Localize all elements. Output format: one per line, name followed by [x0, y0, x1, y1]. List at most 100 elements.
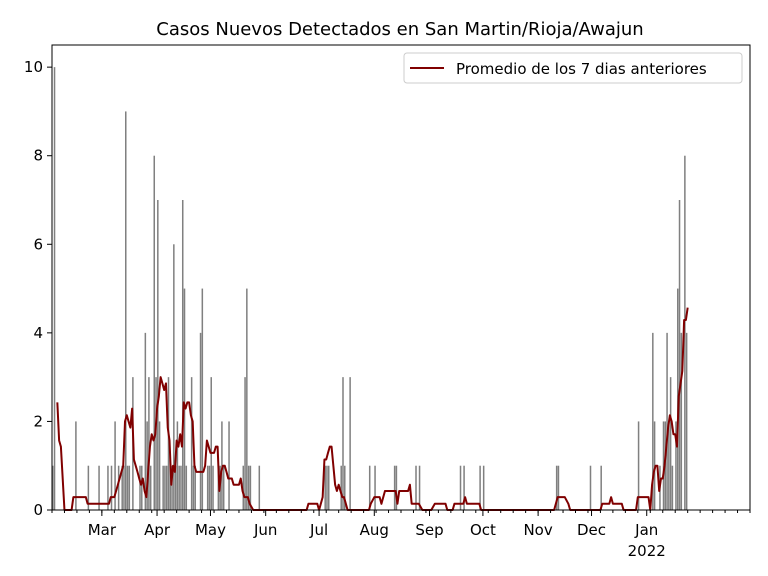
x-tick-sublabel: 2022 [628, 542, 666, 560]
bar [344, 465, 346, 510]
legend-box [403, 52, 743, 84]
bar [180, 465, 182, 510]
bar [463, 465, 465, 510]
bar [181, 200, 184, 510]
bar [684, 155, 686, 510]
bar [418, 465, 421, 510]
line-layer [56, 307, 689, 511]
bar [174, 465, 177, 510]
bar [121, 465, 123, 510]
bar [146, 421, 148, 510]
x-tick-label: Jul [309, 521, 328, 539]
y-tick-label: 10 [24, 58, 43, 76]
bar [125, 111, 127, 510]
bar [110, 465, 113, 510]
bar [258, 465, 261, 510]
bar [176, 421, 179, 510]
bar [246, 288, 248, 510]
bar [666, 332, 668, 510]
bar [114, 421, 116, 510]
bar [671, 465, 674, 510]
bar [393, 465, 396, 510]
x-tick-label: Mar [88, 521, 117, 539]
bar [327, 465, 330, 510]
bar [185, 465, 188, 510]
x-tick-label: Jan [634, 521, 658, 539]
bar [194, 465, 196, 510]
bar [52, 465, 54, 510]
bar [249, 465, 252, 510]
bar [662, 421, 665, 510]
bar [148, 377, 150, 510]
bar [199, 332, 202, 510]
bar [208, 465, 211, 510]
bar [149, 465, 152, 510]
bar [117, 465, 120, 510]
bar [126, 465, 129, 510]
chart-title: Casos Nuevos Detectados en San Martin/Ri… [156, 19, 643, 40]
bar [123, 465, 125, 510]
x-tick-label: Oct [470, 521, 496, 539]
bar [192, 465, 195, 510]
y-tick-label: 4 [33, 324, 43, 342]
bar [201, 288, 204, 510]
bar [144, 332, 147, 510]
bar [75, 421, 77, 510]
bar [600, 465, 602, 510]
bar [53, 67, 56, 511]
bar [128, 465, 131, 510]
y-tick-label: 8 [33, 147, 43, 165]
bar [675, 421, 677, 510]
legend: Promedio de los 7 dias anteriores [403, 52, 743, 84]
bar [139, 465, 141, 510]
bar [155, 377, 157, 510]
bar [222, 465, 225, 510]
bar [87, 465, 90, 510]
bar [98, 465, 100, 510]
bar [190, 377, 193, 510]
y-tick-label: 0 [33, 501, 43, 519]
bar [368, 465, 371, 510]
bar [164, 465, 166, 510]
bar [669, 377, 672, 510]
series-line-average [56, 307, 689, 511]
x-tick-label: May [195, 521, 226, 539]
bar [555, 465, 558, 510]
bar [589, 465, 592, 510]
x-tick-label: Sep [415, 521, 443, 539]
bar [482, 465, 485, 510]
bar [685, 332, 688, 510]
x-tick-label: Aug [360, 521, 389, 539]
bar [141, 465, 143, 510]
bar [244, 377, 246, 510]
bar [153, 155, 156, 510]
bar [210, 377, 212, 510]
bar [652, 332, 654, 510]
bar [107, 465, 109, 510]
bar [459, 465, 462, 510]
legend-label: Promedio de los 7 dias anteriores [456, 60, 707, 78]
bar [162, 465, 164, 510]
bar [247, 465, 250, 510]
bar-layer [52, 67, 688, 511]
x-tick-label: Jun [253, 521, 277, 539]
bar [165, 465, 168, 510]
bar [395, 465, 398, 510]
bar [167, 377, 170, 510]
bar [349, 377, 351, 510]
bar [212, 465, 214, 510]
bar [680, 332, 683, 510]
bar [158, 421, 161, 510]
bar [324, 465, 326, 510]
bar [169, 465, 172, 510]
axes: 0 2 4 6 8 10 Mar Apr May Jun Jul Aug Sep Oct Nov Dec Jan… [24, 44, 751, 560]
bar [340, 465, 342, 510]
bar [183, 288, 186, 510]
bar [206, 465, 209, 510]
bar [479, 465, 481, 510]
y-tick-label: 6 [33, 235, 43, 253]
bar [157, 200, 159, 510]
bar [228, 421, 230, 510]
bar [173, 244, 175, 511]
